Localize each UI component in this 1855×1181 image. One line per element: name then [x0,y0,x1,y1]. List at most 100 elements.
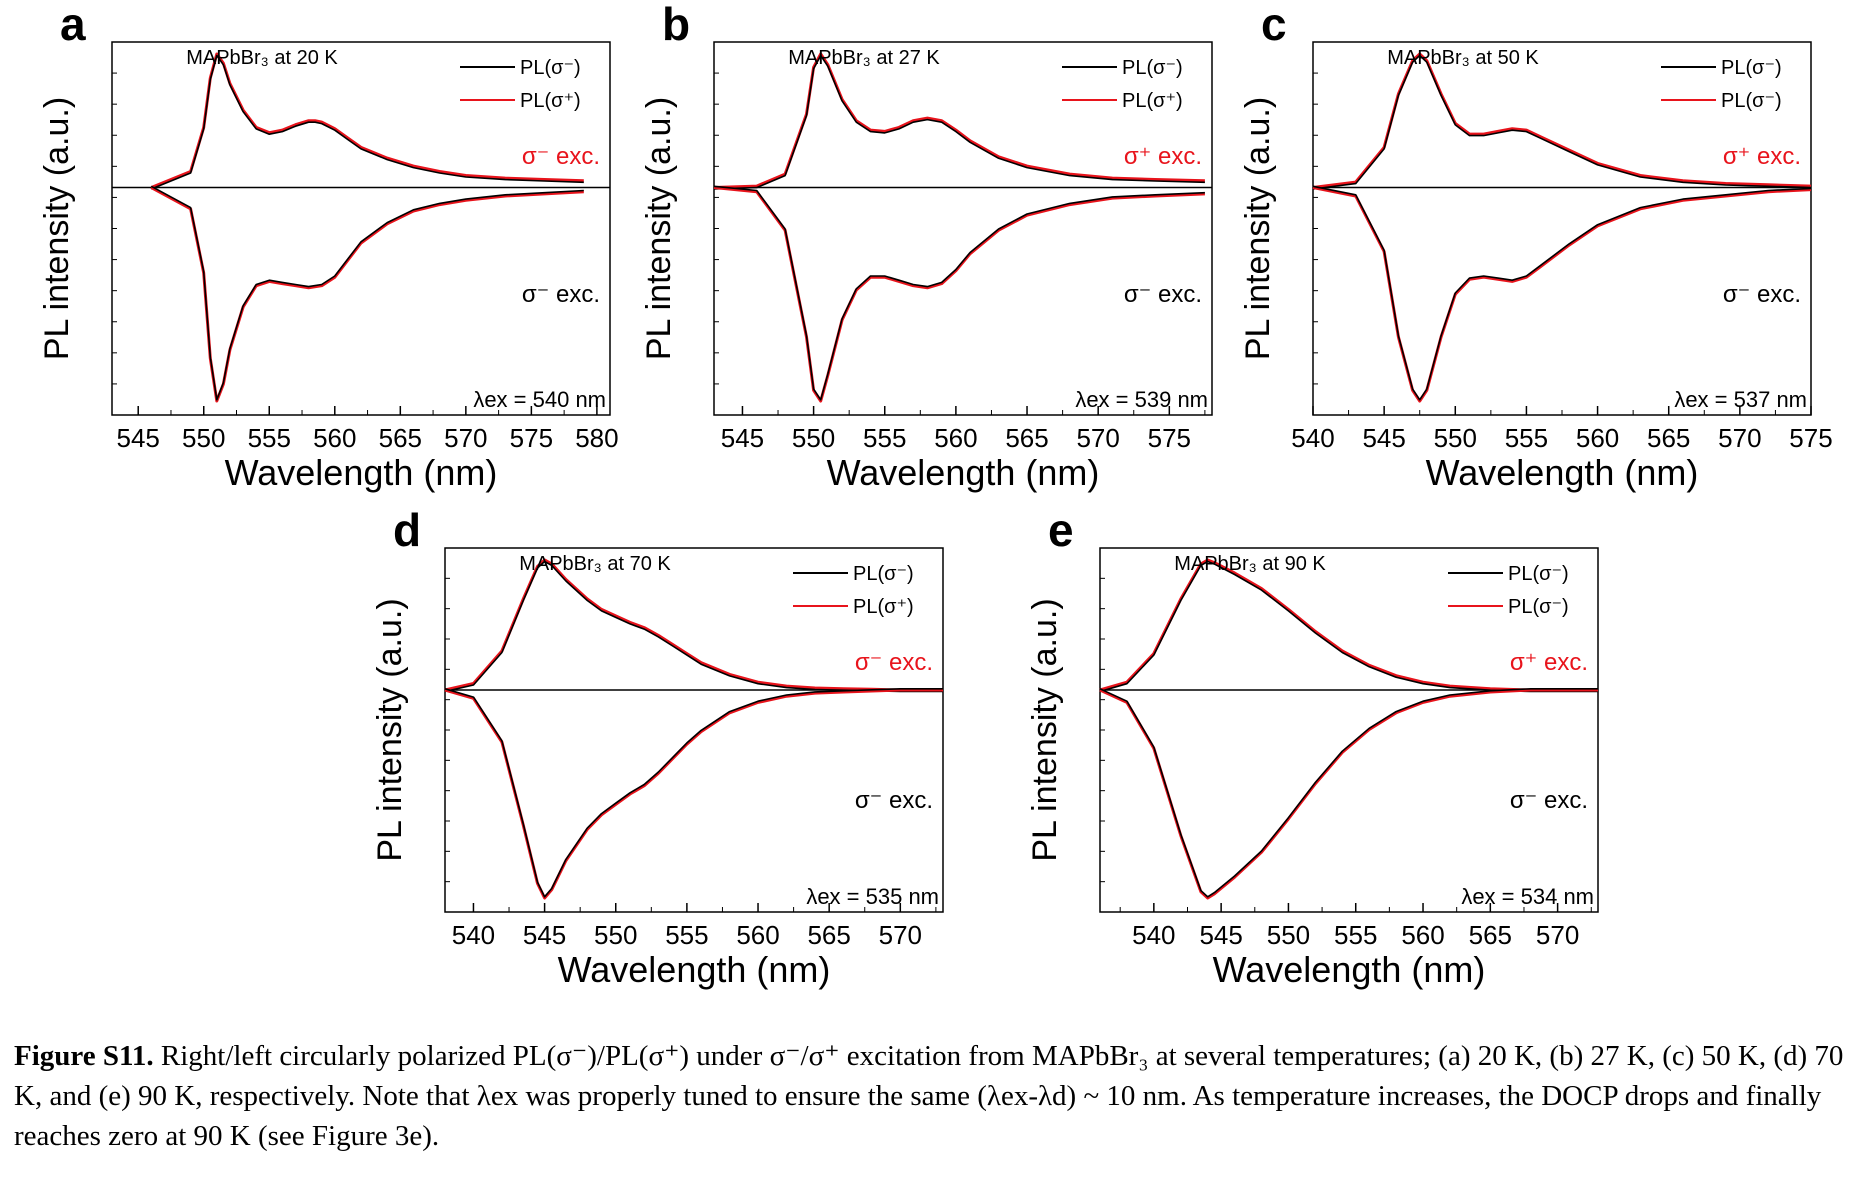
legend-label-2: PL(σ⁺) [1122,90,1183,112]
panel-letter: b [662,0,690,50]
legend-label-2: PL(σ⁺) [853,596,914,618]
panel-title: MAPbBr₃ at 70 K [519,553,671,575]
x-tick-label: 555 [665,920,708,950]
panel-a: 545 550 555 560 565 570 575 580 a MAPbBr₃ at 20 K… [38,0,619,493]
x-tick-label: 560 [1401,920,1444,950]
figure-caption: Figure S11. Right/left circularly polari… [14,1036,1844,1156]
x-axis-title: Wavelength (nm) [1213,949,1486,990]
y-axis-title: PL intensity (a.u.) [1026,598,1064,861]
x-tick-label: 550 [1267,920,1310,950]
x-tick-label: 570 [879,920,922,950]
exc-label-top: σ⁻ exc. [855,649,933,676]
x-tick-label: 570 [1076,423,1119,453]
y-axis-title: PL intensity (a.u.) [640,97,678,360]
x-tick-label: 560 [1576,423,1619,453]
x-tick-label: 550 [792,423,835,453]
lambda-ex-label: λex = 537 nm [1674,387,1807,412]
panel-letter: d [393,504,421,556]
series-upper-black [713,54,1205,190]
x-tick-label: 565 [1005,423,1048,453]
x-axis-title: Wavelength (nm) [827,452,1100,493]
y-axis-title: PL intensity (a.u.) [38,97,76,360]
x-tick-label: 550 [182,423,225,453]
exc-label-top: σ⁺ exc. [1510,649,1588,676]
series-lower-black [713,185,1205,401]
legend-label-1: PL(σ⁻) [520,57,581,79]
x-tick-label: 560 [313,423,356,453]
x-axis-title: Wavelength (nm) [1426,452,1699,493]
x-tick-label: 575 [1148,423,1191,453]
x-tick-label: 555 [1505,423,1548,453]
legend-label-2: PL(σ⁺) [520,90,581,112]
x-tick-label: 540 [452,920,495,950]
exc-label-top: σ⁺ exc. [1124,143,1202,170]
series-lower-red [150,186,584,403]
x-tick-label: 545 [1362,423,1405,453]
series-upper-black [150,54,584,190]
series-lower-black [150,185,584,401]
exc-label-bottom: σ⁻ exc. [1124,281,1202,308]
exc-label-bottom: σ⁻ exc. [855,787,933,814]
y-axis-title: PL intensity (a.u.) [1239,97,1277,360]
x-tick-label: 565 [1647,423,1690,453]
x-tick-label: 555 [248,423,291,453]
panel-b: 545 550 555 560 565 570 575 b MAPbBr₃ at 27 K PL(… [640,0,1213,493]
x-tick-label: 570 [444,423,487,453]
x-tick-label: 565 [807,920,850,950]
lambda-ex-label: λex = 540 nm [473,387,606,412]
lambda-ex-label: λex = 535 nm [806,884,939,909]
x-tick-label: 545 [721,423,764,453]
x-axis-title: Wavelength (nm) [225,452,498,493]
x-tick-label: 545 [523,920,566,950]
exc-label-top: σ⁻ exc. [522,143,600,170]
series-upper-black [1312,54,1812,190]
x-tick-label: 550 [594,920,637,950]
x-tick-label: 565 [1469,920,1512,950]
series-lower-black [1099,688,1598,898]
panel-letter: a [60,0,86,50]
x-tick-label: 570 [1536,920,1579,950]
legend-label-2: PL(σ⁻) [1721,90,1782,112]
series-upper-black [444,560,943,693]
panel-title: MAPbBr₃ at 50 K [1387,47,1539,69]
x-tick-label: 545 [117,423,160,453]
x-tick-label: 580 [575,423,618,453]
panel-e: 540 545 550 555 560 565 570 e MAPbBr₃ at 90 K PL(… [1026,504,1599,990]
panel-letter: c [1261,0,1287,50]
figure-panels: 545 550 555 560 565 570 575 580 a MAPbBr₃ at 20 K… [38,0,1833,990]
x-tick-label: 555 [863,423,906,453]
x-tick-label: 540 [1291,423,1334,453]
legend-label-1: PL(σ⁻) [1721,57,1782,79]
exc-label-bottom: σ⁻ exc. [1723,281,1801,308]
legend-label-1: PL(σ⁻) [1122,57,1183,79]
x-tick-label: 575 [510,423,553,453]
caption-text: Right/left circularly polarized PL(σ⁻)/P… [14,1040,1844,1152]
panel-title: MAPbBr₃ at 90 K [1174,553,1326,575]
lambda-ex-label: λex = 539 nm [1075,387,1208,412]
legend-label-1: PL(σ⁻) [853,563,914,585]
x-tick-label: 540 [1132,920,1175,950]
y-axis-title: PL intensity (a.u.) [371,598,409,861]
panel-d: 540 545 550 555 560 565 570 d MAPbBr₃ at 70 K PL(… [371,504,944,990]
series-lower-black [444,688,943,898]
exc-label-bottom: σ⁻ exc. [522,281,600,308]
series-upper-black [1099,560,1598,693]
x-tick-label: 570 [1718,423,1761,453]
legend-label-1: PL(σ⁻) [1508,563,1569,585]
x-tick-label: 550 [1434,423,1477,453]
x-tick-label: 565 [379,423,422,453]
series-lower-black [1312,185,1812,401]
panel-c: 540 545 550 555 560 565 570 575 c MAPbBr₃ at 50 K… [1239,0,1833,493]
x-tick-label: 575 [1789,423,1832,453]
caption-label: Figure S11. [14,1040,154,1072]
x-tick-label: 555 [1334,920,1377,950]
exc-label-top: σ⁺ exc. [1723,143,1801,170]
exc-label-bottom: σ⁻ exc. [1510,787,1588,814]
panel-title: MAPbBr₃ at 27 K [788,47,940,69]
series-upper-red [150,52,584,189]
x-tick-label: 545 [1199,920,1242,950]
legend-label-2: PL(σ⁻) [1508,596,1569,618]
series-upper-red [444,558,943,692]
panel-letter: e [1048,504,1074,556]
panel-title: MAPbBr₃ at 20 K [186,47,338,69]
